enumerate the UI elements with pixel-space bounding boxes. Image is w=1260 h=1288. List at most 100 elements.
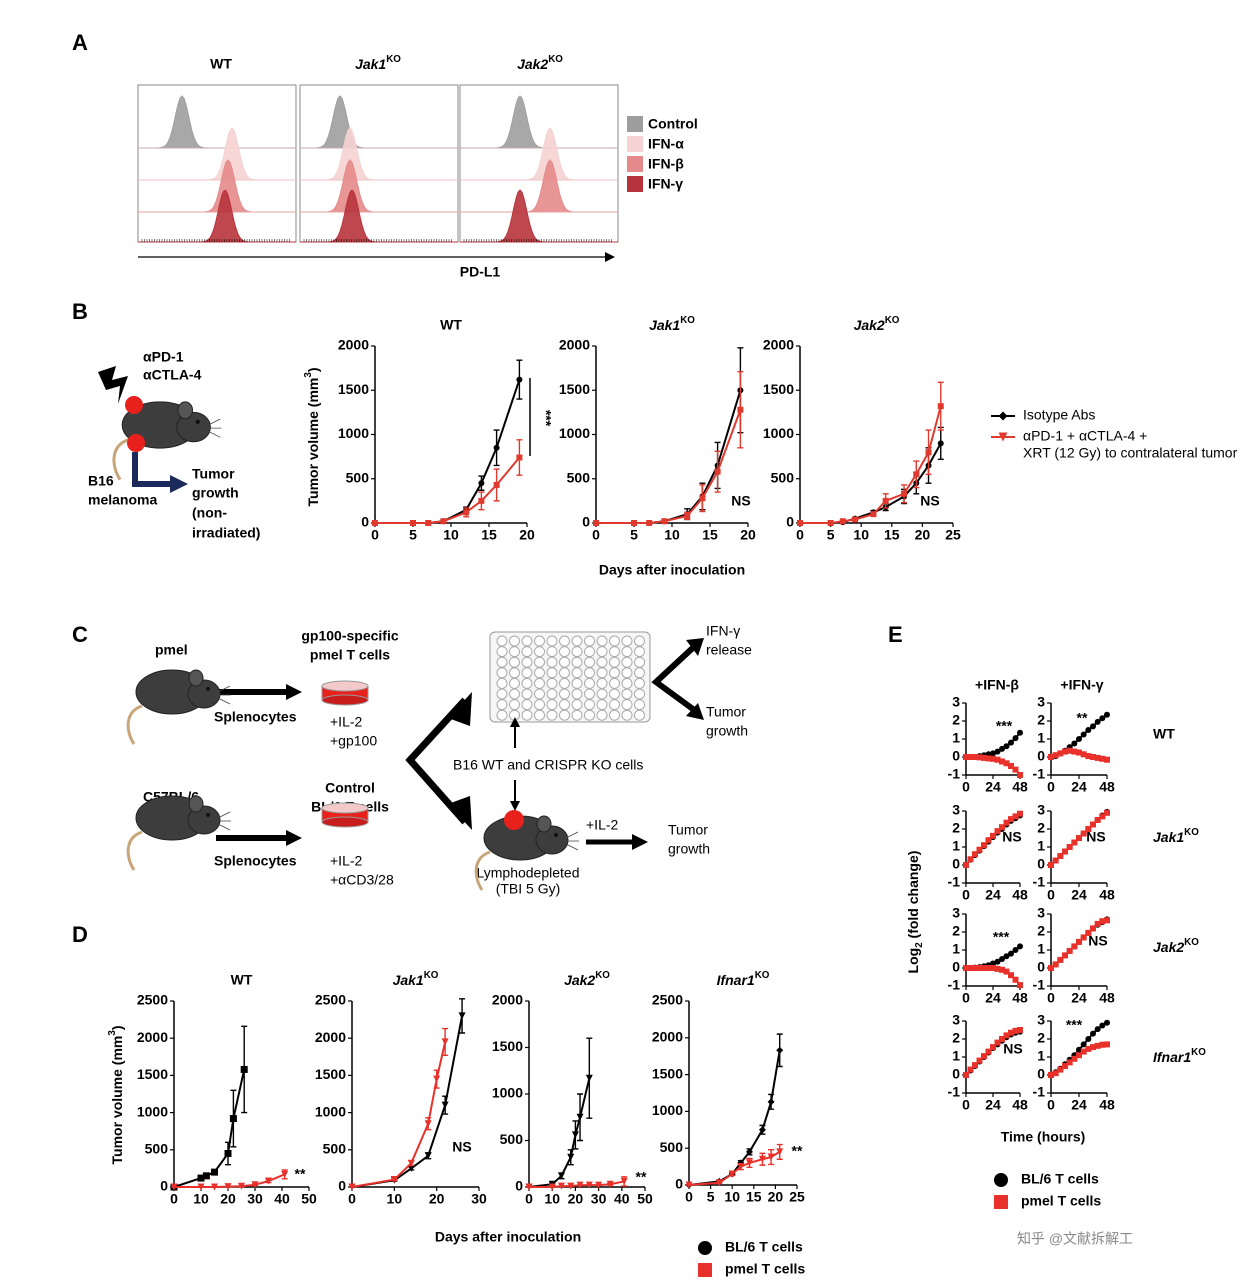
legend-swatch [627, 116, 643, 132]
x-tick-label: 25 [789, 1189, 805, 1205]
y-tick-label: 2000 [559, 337, 590, 353]
x-tick-label: 0 [962, 1097, 970, 1113]
marker [737, 1163, 745, 1171]
label: +αCD3/28 [330, 872, 394, 888]
x-tick-label: 48 [1012, 990, 1028, 1006]
y-tick-label: -1 [1033, 1084, 1046, 1100]
marker [994, 828, 1001, 835]
well [521, 709, 533, 721]
x-tick-label: 24 [985, 990, 1001, 1006]
well [521, 699, 533, 711]
row-label: Ifnar1KO [1153, 1047, 1206, 1065]
mouse-eye [206, 813, 210, 817]
x-tick-label: 48 [1012, 1097, 1028, 1113]
x-tick-label: 15 [481, 527, 497, 543]
well [559, 667, 570, 679]
row-label-part: KO [1191, 1047, 1206, 1058]
x-tick-label: 48 [1099, 1097, 1115, 1113]
marker [1008, 739, 1014, 746]
y-tick-label: 2000 [763, 337, 794, 353]
marker [1062, 848, 1068, 855]
marker [715, 1179, 723, 1187]
split-arrow [405, 697, 468, 825]
marker [737, 406, 744, 413]
x-tick-label: 0 [1047, 887, 1055, 903]
row-label-part: Jak1 [1153, 829, 1184, 845]
marker [1012, 1027, 1019, 1034]
mouse-eye [554, 833, 558, 837]
y-tick-label: 1 [952, 1048, 960, 1064]
arrow-label: Tumor [192, 466, 235, 482]
marker [606, 1180, 614, 1188]
marker [981, 754, 987, 761]
well [509, 709, 520, 721]
series-line [688, 1151, 781, 1186]
well [609, 646, 620, 658]
x-tick-label: 0 [592, 527, 600, 543]
column-title-part: Jak2 [517, 56, 548, 72]
x-tick-label: 30 [247, 1191, 263, 1207]
marker [425, 520, 432, 526]
marker [1066, 747, 1073, 754]
marker [985, 755, 992, 762]
chart-title-part: Jak1 [393, 972, 424, 988]
marker [990, 750, 996, 757]
legend-marker [994, 1195, 1008, 1209]
y-tick-label: 500 [323, 1141, 347, 1157]
well [534, 646, 545, 658]
marker [776, 1148, 784, 1156]
marker [1085, 727, 1092, 733]
marker [1090, 1030, 1096, 1037]
label: B16 WT and CRISPR KO cells [453, 757, 643, 773]
x-tick-label: 0 [371, 527, 379, 543]
y-tick-label: 500 [660, 1139, 684, 1155]
y-tick-label: 3 [952, 1012, 960, 1028]
well [521, 635, 533, 647]
marker [1017, 729, 1023, 736]
marker [981, 965, 987, 971]
marker [1104, 1041, 1110, 1048]
y-tick-label: 0 [952, 748, 960, 764]
label: +IL-2 [330, 853, 363, 869]
well [584, 709, 595, 721]
well [634, 677, 645, 689]
marker [925, 449, 932, 456]
marker [458, 1012, 466, 1020]
mouse-head [535, 825, 569, 855]
x-tick-label: 20 [915, 527, 931, 543]
y-tick-label: 2 [952, 820, 960, 836]
annotation: *** [538, 410, 554, 427]
marker [1052, 857, 1059, 864]
y-tick-label: 3 [1037, 694, 1045, 710]
marker [1012, 947, 1019, 953]
legend-label: pmel T cells [1021, 1193, 1101, 1209]
marker [1090, 1044, 1096, 1051]
series-line [596, 389, 742, 524]
well [559, 677, 570, 689]
marker [728, 1170, 736, 1178]
treatment-label: αCTLA-4 [143, 367, 202, 383]
marker [767, 1153, 775, 1161]
well [546, 699, 558, 711]
y-tick-label: 1 [1037, 730, 1045, 746]
y-tick-label: 0 [1037, 856, 1045, 872]
well [609, 635, 620, 647]
marker [994, 1039, 1001, 1046]
marker [1099, 918, 1106, 925]
marker [595, 1181, 603, 1189]
annotation: NS [1088, 933, 1107, 949]
chart-title-part: KO [595, 970, 610, 981]
y-axis-label-part: (fold change) [905, 851, 921, 943]
legend-label: pmel T cells [725, 1261, 805, 1277]
marker [1057, 750, 1064, 757]
tumor-label: melanoma [88, 492, 157, 508]
marker [197, 1183, 205, 1191]
label: pmel [155, 642, 188, 658]
y-tick-label: 1000 [315, 1103, 346, 1119]
marker [1104, 1019, 1110, 1026]
marker [1066, 947, 1073, 954]
marker [999, 745, 1005, 752]
x-tick-label: 20 [429, 1191, 445, 1207]
label: Tumor [668, 822, 708, 838]
well [546, 656, 558, 668]
